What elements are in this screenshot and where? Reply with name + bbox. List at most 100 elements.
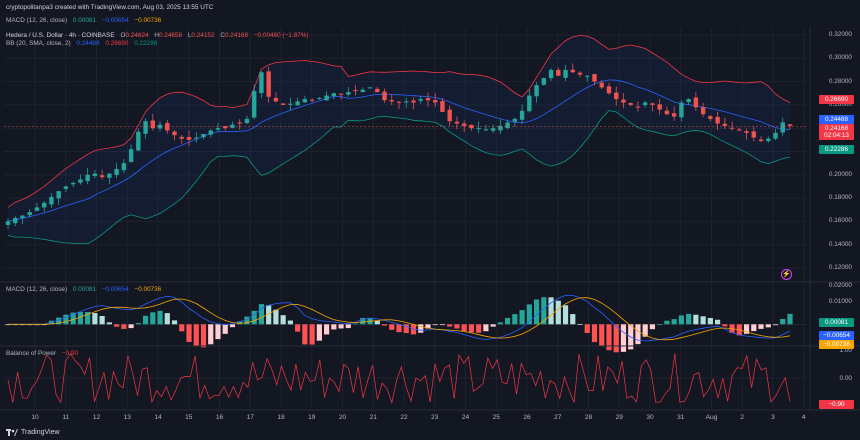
lightning-icon[interactable]: ⚡ (781, 269, 792, 280)
macd-histogram-bar (114, 324, 120, 327)
macd-histogram-bar (251, 310, 257, 325)
grid-lines (4, 28, 806, 408)
macd-v3: −0.00736 (134, 286, 162, 293)
macd-histogram-bar (352, 323, 359, 325)
candle-body (577, 72, 583, 75)
bb-basis-value: 0.24488 (76, 40, 100, 47)
macd-histogram-bar (780, 318, 786, 325)
bb-legend[interactable]: BB (20, SMA, close, 2) 0.24488 0.26690 0… (6, 40, 161, 48)
bb-label: BB (20, SMA, close, 2) (6, 40, 71, 47)
macd-histogram-bar (273, 309, 279, 325)
candle-body (353, 90, 358, 92)
macd-histogram-bar (27, 324, 33, 326)
candle-body (99, 175, 105, 178)
candle-body (454, 121, 460, 124)
macd-top-v2: −0.00654 (101, 17, 129, 24)
bb-upper-line (7, 35, 791, 208)
candle-body (556, 69, 561, 76)
macd-histogram-bar (577, 323, 583, 325)
macd-histogram-bar (135, 323, 141, 325)
macd-histogram-bar (613, 324, 619, 353)
candle-body (541, 78, 547, 85)
macd-top-v3: −0.00736 (134, 17, 162, 24)
macd-histogram-bar (258, 304, 265, 325)
candle-body (114, 168, 119, 175)
candle-body (425, 98, 431, 101)
candle-body (201, 134, 206, 138)
macd-histogram-bar (671, 319, 677, 325)
candle-body (621, 99, 626, 103)
candle-body (346, 92, 351, 95)
macd-histogram-bar (533, 299, 540, 325)
macd-histogram-bar (70, 312, 76, 325)
macd-histogram-bar (179, 324, 185, 332)
candle-body (273, 98, 279, 102)
macd-histogram-bar (468, 324, 475, 333)
time-tick-label: 24 (461, 414, 470, 421)
macd-histogram-bar (714, 319, 721, 325)
macd-top-legend[interactable]: MACD (12, 26, close) 0.00081 −0.00654 −0… (6, 17, 165, 25)
candle-body (107, 173, 112, 178)
macd-histogram-bar (222, 324, 228, 334)
macd-histogram-bar (19, 324, 26, 326)
candle-body (259, 72, 264, 94)
candle-body (773, 132, 778, 139)
candle-body (78, 179, 83, 183)
time-tick-label: 15 (185, 414, 193, 421)
macd-histogram-bar (41, 324, 47, 326)
macd-histogram-bar (121, 324, 127, 329)
macd-histogram-bar (85, 311, 91, 325)
macd-histogram-bar (519, 310, 525, 325)
candle-body (34, 207, 40, 211)
ohlc-close: 0.24168 (224, 32, 249, 39)
symbol-legend[interactable]: Hedera / U.S. Dollar · 4h · COINBASE O0.… (6, 32, 309, 39)
macd-histogram-bar (345, 324, 351, 329)
price-badge: 0.26690 (819, 95, 854, 104)
time-tick-label: 22 (400, 414, 408, 421)
balance-of-power-series (4, 352, 806, 405)
macd-histogram-bar (157, 310, 163, 325)
signal-line (8, 297, 791, 341)
candle-body (20, 215, 25, 218)
macd-histogram-bar (244, 316, 250, 325)
macd-histogram-bar (447, 324, 453, 327)
candle-body (208, 130, 213, 135)
ohlc-change: −0.00460 (−1.87%) (253, 32, 309, 39)
candle-body (751, 131, 756, 138)
pane-separators (0, 28, 860, 411)
macd-histogram-bar (700, 316, 706, 325)
candle-body (251, 90, 257, 118)
brand-text: TradingView (21, 428, 60, 436)
macd-histogram-bar (765, 324, 771, 328)
macd-histogram-bar (389, 324, 395, 330)
candle-body (548, 69, 554, 79)
bb-lower-line (7, 110, 791, 245)
candle-body (172, 131, 177, 136)
candle-body (375, 88, 380, 93)
candle-body (679, 102, 684, 118)
candle-body (686, 99, 691, 103)
price-badge: 02:04:13 (819, 131, 854, 140)
candle-body (483, 129, 489, 131)
bop-legend[interactable]: Balance of Power −0.90 (6, 350, 82, 358)
macd-histogram-bar (555, 300, 561, 325)
candle-body (642, 102, 648, 106)
candle-body (693, 97, 699, 108)
candle-body (280, 103, 286, 105)
macd-legend[interactable]: MACD (12, 26, close) 0.00081 −0.00654 −0… (6, 286, 165, 294)
macd-histogram-bar (302, 324, 308, 345)
macd-histogram-bar (280, 315, 286, 325)
macd-histogram-bar (150, 312, 156, 325)
candle-body (157, 124, 163, 129)
candle-body (592, 74, 597, 82)
candle-body (295, 101, 300, 106)
time-tick-label: 19 (308, 414, 316, 421)
macd-histogram-bar (599, 324, 605, 347)
macd-histogram-bar (266, 305, 272, 325)
price-badge: 0.24488 (819, 115, 854, 124)
macd-tick-label: 0.01000 (828, 298, 852, 305)
tradingview-logo: TradingView (6, 428, 60, 436)
macd-histogram-bar (56, 317, 62, 325)
macd-histogram-bar (142, 315, 149, 325)
